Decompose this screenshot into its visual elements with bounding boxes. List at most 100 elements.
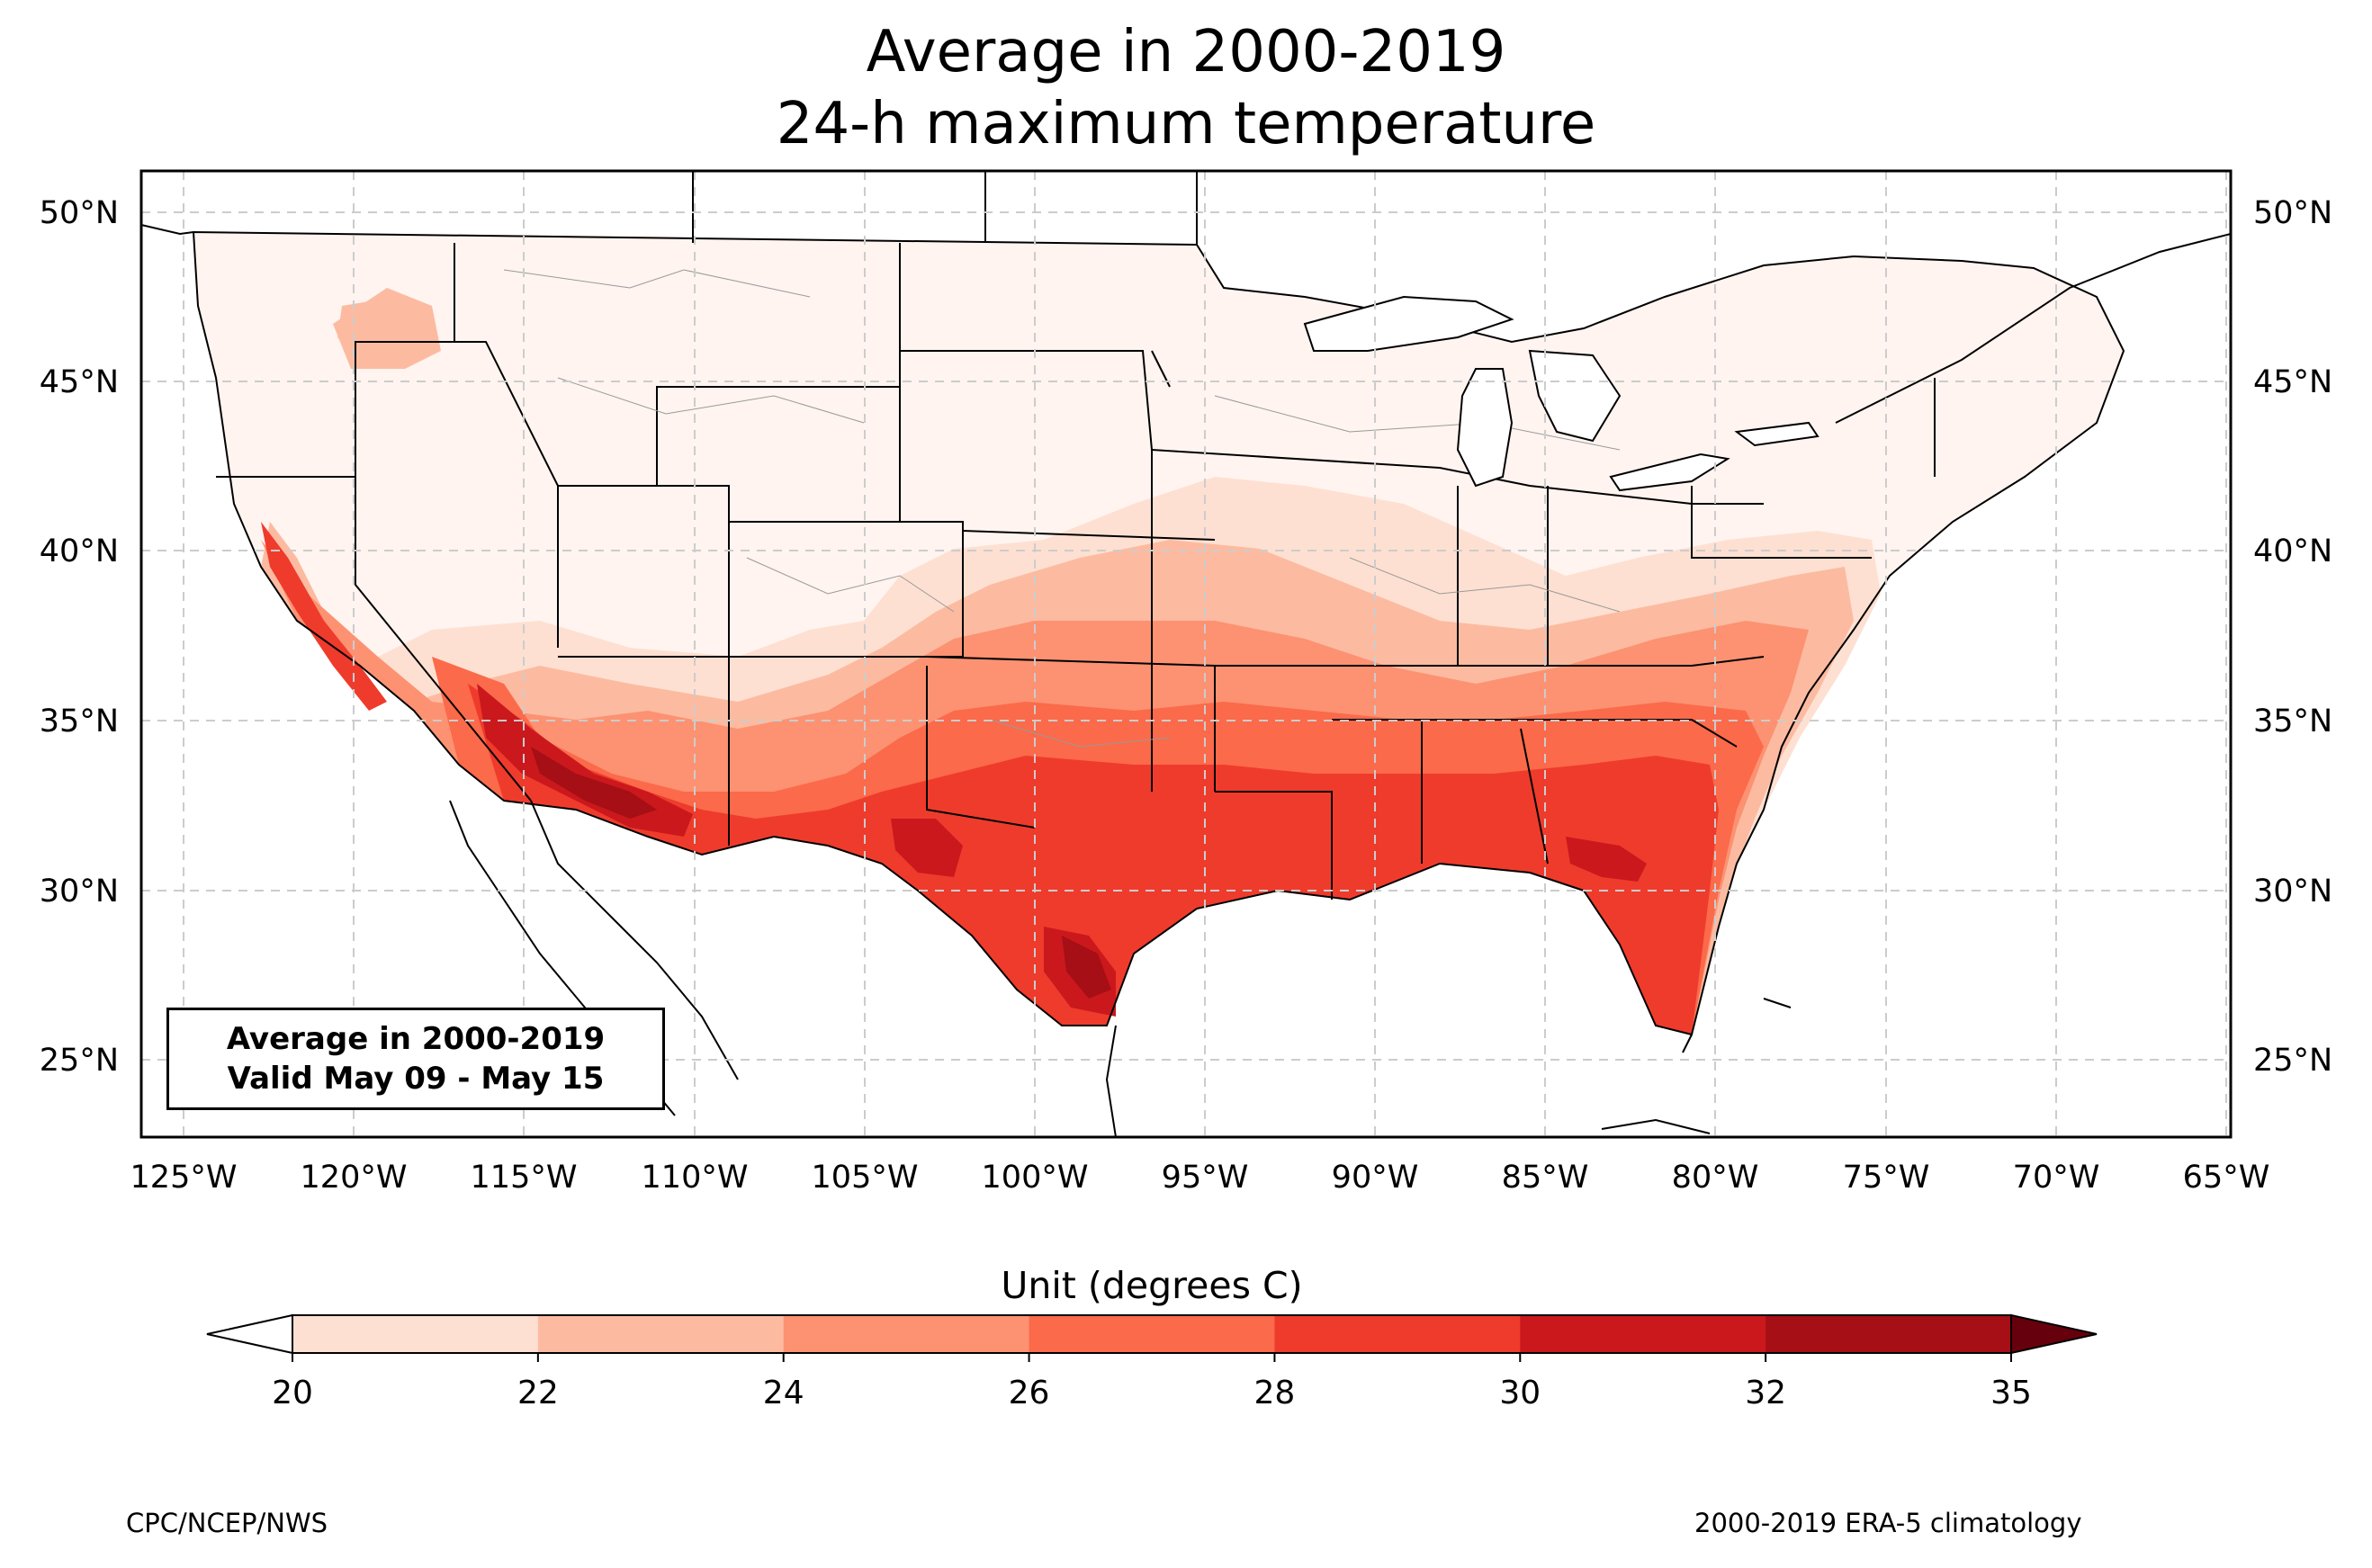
lat-label-left-35: 35°N	[40, 703, 119, 739]
colorbar-segment	[537, 1315, 785, 1353]
colorbar-label: Unit (degrees C)	[1001, 1264, 1303, 1307]
title-line-2: 24-h maximum temperature	[776, 91, 1596, 157]
state-line-10	[962, 530, 1216, 541]
lon-label-90: 90°W	[1332, 1160, 1419, 1196]
state-line-12	[926, 666, 1036, 829]
colorbar-under-arrow	[206, 1313, 293, 1355]
map-frame	[139, 169, 2233, 1139]
lake-huron	[1528, 349, 1622, 443]
state-line-5	[558, 485, 730, 658]
mexico-gulf-coast	[1105, 1025, 1117, 1137]
lon-label-95: 95°W	[1162, 1160, 1249, 1196]
contour-32-35-arizona	[531, 747, 657, 819]
lon-label-65: 65°W	[2183, 1160, 2270, 1196]
lon-label-70: 70°W	[2013, 1160, 2100, 1196]
lat-label-right-40: 40°N	[2253, 533, 2332, 569]
bahamas-1	[1763, 998, 1792, 1008]
state-line-14	[1215, 791, 1333, 900]
lat-labels-left: 50°N 45°N 40°N 35°N 30°N 25°N	[40, 195, 119, 1079]
county-line-4	[1349, 557, 1621, 613]
state-line-4	[558, 386, 900, 487]
lake-erie	[1609, 452, 1730, 492]
lat-label-left-30: 30°N	[40, 874, 119, 909]
colorbar-tick-label: 28	[1254, 1375, 1296, 1411]
colorbar-segment	[292, 1315, 539, 1353]
colorbar-segments	[292, 1315, 2012, 1353]
lat-label-left-50: 50°N	[40, 195, 119, 231]
county-line-6	[989, 719, 1171, 748]
lat-label-right-30: 30°N	[2253, 874, 2332, 909]
state-line-3	[454, 341, 559, 648]
florida-keys	[1682, 1034, 1693, 1053]
colorbar-segment	[1766, 1315, 2012, 1353]
colorbar-tick-label: 24	[763, 1375, 804, 1411]
colorbar-tick-label: 26	[1009, 1375, 1050, 1411]
colorbar-tick-label: 20	[272, 1375, 313, 1411]
lon-labels: 125°W 120°W 115°W 110°W 105°W 100°W 95°W…	[130, 1160, 2270, 1196]
state-line-6	[729, 521, 964, 658]
map-title: Average in 2000-2019 24-h maximum temper…	[0, 16, 2372, 160]
colorbar-segment	[1029, 1315, 1275, 1353]
lon-label-120: 120°W	[301, 1160, 408, 1196]
county-line-1	[503, 269, 811, 298]
lat-label-left-45: 45°N	[40, 364, 119, 400]
us-outline	[192, 230, 2125, 1036]
colorbar-over-arrow	[2010, 1313, 2098, 1355]
state-line-16	[1332, 719, 1738, 748]
lon-label-105: 105°W	[812, 1160, 919, 1196]
lon-label-85: 85°W	[1502, 1160, 1589, 1196]
state-line-18	[1520, 728, 1549, 865]
contour-30-32-georgia	[1566, 837, 1647, 882]
state-line-2	[355, 243, 455, 477]
lon-label-115: 115°W	[471, 1160, 578, 1196]
contour-30-32-texas-west	[891, 819, 963, 877]
colorbar-tick-label: 30	[1499, 1375, 1541, 1411]
lake-michigan	[1456, 368, 1514, 488]
colorbar-segment	[783, 1315, 1030, 1353]
pacific-coast-canada	[141, 224, 194, 236]
state-line-9	[900, 350, 1153, 451]
colorbar-ticks: 20 22 24 26 28 30 32 35	[272, 1353, 2032, 1411]
info-box-line-1: Average in 2000-2019	[226, 1021, 606, 1057]
gulf-of-california-shore	[530, 800, 739, 1080]
lon-label-125: 125°W	[130, 1160, 238, 1196]
st-lawrence	[1835, 233, 2231, 424]
colorbar-tick-label: 22	[517, 1375, 559, 1411]
lat-label-right-25: 25°N	[2253, 1043, 2332, 1079]
lake-ontario	[1734, 421, 1819, 447]
state-line-22	[1691, 486, 1872, 559]
lon-label-100: 100°W	[982, 1160, 1089, 1196]
county-line-2	[557, 377, 865, 424]
cuba	[1601, 1118, 1711, 1134]
canada-boundaries	[141, 171, 2231, 424]
lat-label-right-50: 50°N	[2253, 195, 2332, 231]
colorbar-frame	[292, 1314, 2012, 1354]
lat-label-right-35: 35°N	[2253, 703, 2332, 739]
lat-label-left-40: 40°N	[40, 533, 119, 569]
colorbar-segment	[1274, 1315, 1521, 1353]
colorbar-tick-label: 35	[1990, 1375, 2032, 1411]
lat-labels-right: 50°N 45°N 40°N 35°N 30°N 25°N	[2253, 195, 2332, 1079]
lake-superior	[1303, 295, 1514, 352]
state-borders	[192, 230, 2125, 1036]
info-box-line-2: Valid May 09 - May 15	[227, 1061, 605, 1097]
great-lakes	[1303, 295, 1819, 492]
state-line-15	[1215, 656, 1765, 667]
contour-idaho-patch	[337, 297, 423, 360]
title-line-1: Average in 2000-2019	[866, 19, 1506, 85]
contour-28-30	[468, 684, 1719, 1035]
state-line-1	[216, 476, 532, 802]
county-line-3	[1214, 395, 1621, 451]
colorbar-tick-label: 32	[1745, 1375, 1786, 1411]
lat-label-left-25: 25°N	[40, 1043, 119, 1079]
lon-label-75: 75°W	[1843, 1160, 1930, 1196]
footer-credit: CPC/NCEP/NWS	[126, 1508, 328, 1538]
colorbar-segment	[1520, 1315, 1766, 1353]
lat-label-right-45: 45°N	[2253, 364, 2332, 400]
contour-32-35-texas	[1062, 936, 1111, 999]
lon-label-80: 80°W	[1672, 1160, 1759, 1196]
lon-label-110: 110°W	[642, 1160, 749, 1196]
validity-info-box: Average in 2000-2019 Valid May 09 - May …	[166, 1008, 665, 1110]
